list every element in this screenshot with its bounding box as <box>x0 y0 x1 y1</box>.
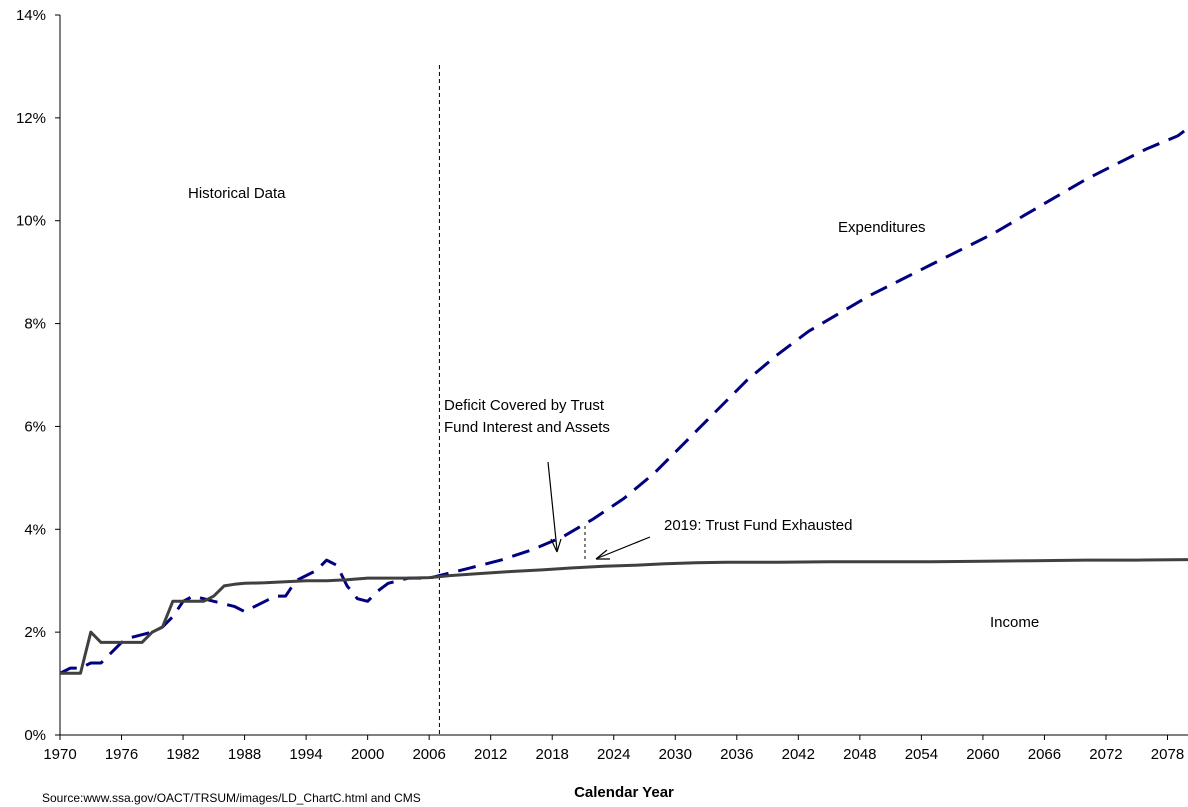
x-tick-label: 2024 <box>597 746 630 763</box>
x-tick-label: 2078 <box>1151 746 1184 763</box>
x-tick-label: 2036 <box>720 746 753 763</box>
y-tick-label: 12% <box>16 110 46 127</box>
y-tick-label: 8% <box>24 316 46 333</box>
y-tick-label: 2% <box>24 624 46 641</box>
x-tick-label: 1982 <box>166 746 199 763</box>
series-line-income <box>60 558 1188 675</box>
x-tick-label: 2018 <box>536 746 569 763</box>
y-tick-label: 0% <box>24 727 46 744</box>
deficit-arrow-shaft <box>547 461 558 551</box>
x-tick-label: 2066 <box>1028 746 1061 763</box>
x-tick-label: 2042 <box>782 746 815 763</box>
x-axis-ticks: 1970 1976 1982 1988 1994 2000 2006 2012 2018 2024… <box>43 735 1184 763</box>
series-line-expenditures <box>59 126 1188 675</box>
x-tick-label: 2012 <box>474 746 507 763</box>
x-tick-label: 1994 <box>289 746 322 763</box>
x-tick-label: 1976 <box>105 746 138 763</box>
x-tick-label: 2000 <box>351 746 384 763</box>
annotation-trust-fund-exhausted: 2019: Trust Fund Exhausted <box>664 517 852 534</box>
y-tick-label: 10% <box>16 213 46 230</box>
annotation-arrows <box>547 461 651 560</box>
x-tick-label: 2048 <box>843 746 876 763</box>
deficit-arrow-head <box>550 538 562 553</box>
annotation-deficit-line1: Deficit Covered by Trust <box>444 397 605 414</box>
x-tick-label: 1988 <box>228 746 261 763</box>
y-axis-ticks: 0% 2% 4% 6% 8% 10% 12% 14% <box>16 7 60 744</box>
x-tick-label: 2030 <box>659 746 692 763</box>
x-tick-label: 2060 <box>966 746 999 763</box>
x-tick-label: 2006 <box>412 746 445 763</box>
y-tick-label: 6% <box>24 418 46 435</box>
annotation-expenditures: Expenditures <box>838 219 926 236</box>
x-tick-label: 2072 <box>1089 746 1122 763</box>
y-tick-label: 14% <box>16 7 46 24</box>
exhausted-arrow-shaft <box>597 536 651 559</box>
annotation-historical: Historical Data <box>188 185 286 202</box>
annotation-income: Income <box>990 614 1039 631</box>
x-axis-label: Calendar Year <box>574 784 674 801</box>
axes <box>59 15 1188 736</box>
y-tick-label: 4% <box>24 521 46 538</box>
source-note: Source:www.ssa.gov/OACT/TRSUM/images/LD_… <box>42 791 421 805</box>
annotation-deficit-line2: Fund Interest and Assets <box>444 419 610 436</box>
x-tick-label: 2054 <box>905 746 938 763</box>
x-tick-label: 1970 <box>43 746 76 763</box>
exhausted-arrow-head <box>595 549 610 560</box>
series-group <box>59 126 1188 675</box>
